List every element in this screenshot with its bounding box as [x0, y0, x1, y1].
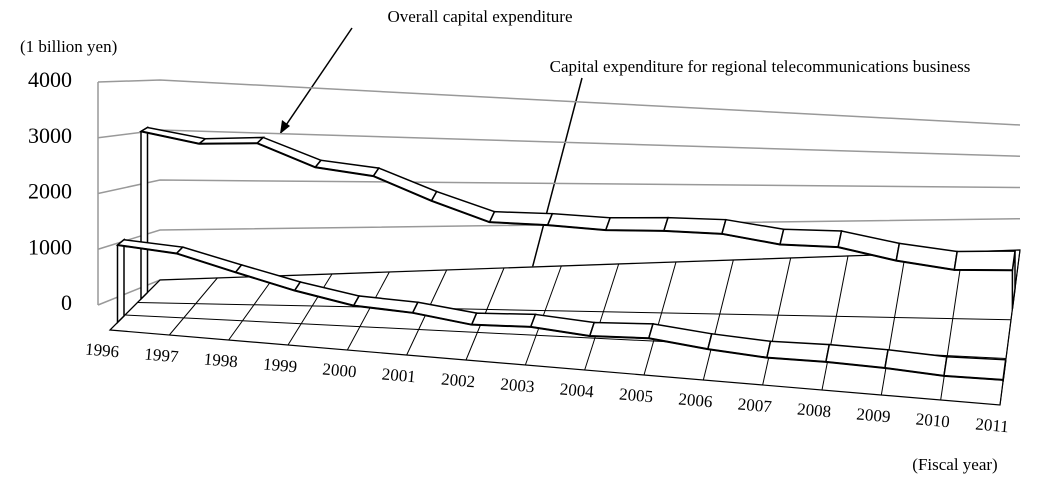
ribbon-face [604, 216, 670, 232]
x-tick-label: 2002 [440, 369, 476, 391]
ribbon-face [720, 218, 785, 246]
x-tick-label: 2007 [737, 394, 773, 416]
x-tick-label: 2000 [322, 359, 358, 381]
floor-divider [168, 277, 218, 336]
x-tick-label: 1996 [84, 339, 120, 361]
ribbon-face [175, 246, 243, 274]
floor-divider [287, 273, 333, 346]
x-tick-label: 1999 [262, 354, 298, 376]
arrowhead [280, 120, 290, 134]
x-tick-label: 2008 [796, 399, 832, 421]
series-line [117, 244, 1004, 381]
floor-divider [880, 253, 906, 396]
x-tick-label: 2001 [381, 364, 417, 386]
floor-line [137, 302, 1012, 321]
y-tick-label: 4000 [28, 67, 72, 92]
x-tick-label: 2011 [975, 414, 1010, 436]
ribbon-face [255, 136, 323, 169]
y-axis-label: (1 billion yen) [20, 37, 117, 56]
x-tick-label: 2006 [678, 389, 714, 411]
y-tick-label: 3000 [28, 123, 72, 148]
y-tick-label: 2000 [28, 179, 72, 204]
floor-divider [762, 257, 792, 386]
x-tick-label: 1997 [144, 344, 180, 366]
ribbon-face [953, 250, 1016, 271]
series-line [140, 130, 1013, 272]
x-tick-label: 2009 [856, 404, 892, 426]
floor-divider [821, 255, 849, 391]
x-axis-label: (Fiscal year) [912, 455, 997, 474]
ribbon-face [372, 167, 438, 202]
annotation: Capital expenditure for regional telecom… [550, 57, 971, 76]
floor-divider [346, 271, 390, 351]
x-tick-label: 2005 [618, 384, 654, 406]
x-tick-label: 2003 [500, 374, 536, 396]
ribbon-end [116, 238, 125, 325]
y-tick-label: 1000 [28, 234, 72, 259]
grid-line [97, 79, 1021, 126]
floor-divider [702, 259, 734, 381]
arrow [525, 77, 583, 293]
floor-divider [584, 263, 620, 371]
grid-line [97, 179, 1021, 195]
ribbon-face [430, 190, 496, 224]
arrow [279, 27, 353, 135]
x-tick-label: 2004 [559, 379, 595, 401]
x-tick-label: 1998 [203, 349, 239, 371]
floor-divider [228, 275, 276, 341]
y-tick-label: 0 [61, 290, 72, 315]
annotation: Overall capital expenditure [387, 7, 572, 26]
floor-divider [643, 261, 677, 376]
ribbon-end [140, 126, 149, 301]
x-tick-label: 2010 [915, 409, 951, 431]
